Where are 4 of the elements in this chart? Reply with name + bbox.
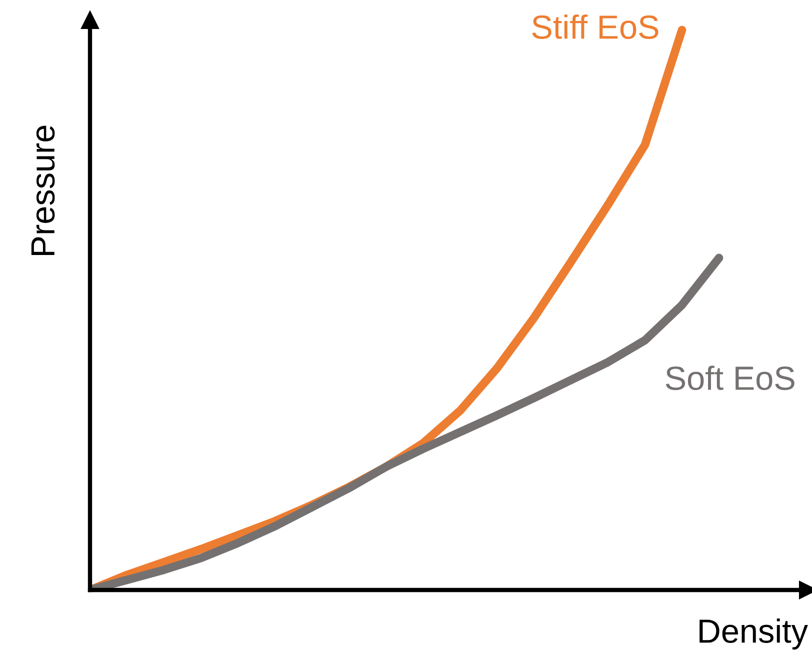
x-axis-title: Density xyxy=(700,618,808,650)
series-label: Stiff EoS xyxy=(532,14,658,39)
y-axis-title: Pressure xyxy=(31,126,55,255)
series-label: Soft EoS xyxy=(666,366,794,390)
